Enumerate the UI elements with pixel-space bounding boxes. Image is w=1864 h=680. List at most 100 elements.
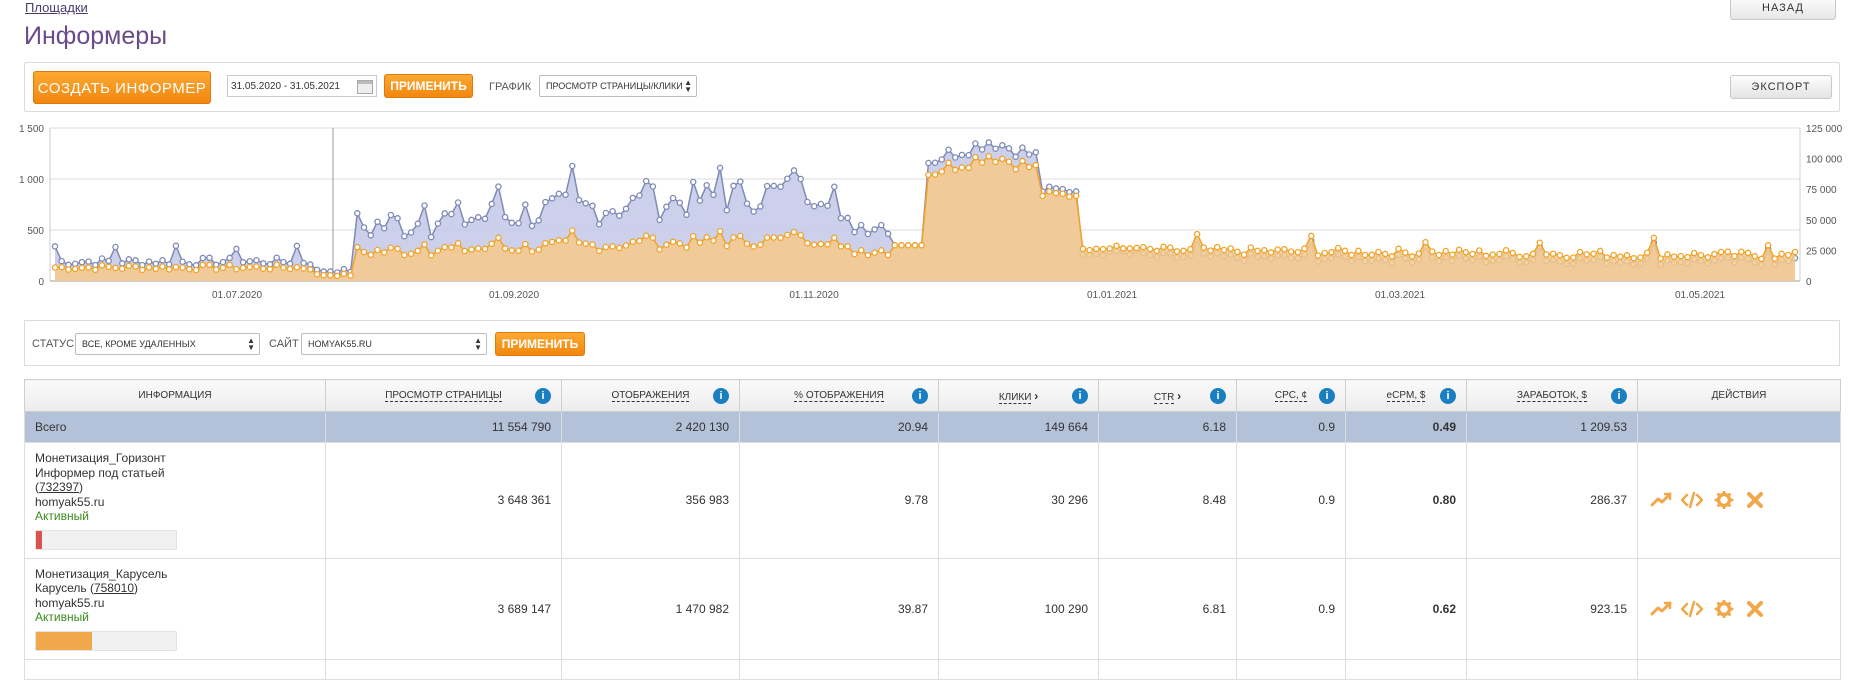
code-icon[interactable] <box>1681 491 1704 509</box>
clicks-point <box>1475 247 1483 254</box>
clicks-point <box>1711 250 1718 258</box>
site-select[interactable]: HOMYAK55.RU ▲ ▼ <box>301 333 487 355</box>
clicks-point <box>602 243 610 251</box>
cell-empty <box>1098 658 1237 680</box>
pageviews-point <box>441 210 448 217</box>
clicks-point <box>857 246 865 254</box>
back-button[interactable]: НАЗАД <box>1730 0 1836 20</box>
clicks-point <box>219 264 227 272</box>
clicks-point <box>1469 250 1476 258</box>
clicks-point <box>622 242 630 249</box>
informer-id-link[interactable]: 758010 <box>93 581 134 595</box>
stats-trend-icon[interactable] <box>1650 491 1672 509</box>
col-impressions[interactable]: ОТОБРАЖЕНИЯ i <box>561 379 740 412</box>
col-cpc[interactable]: CPC, ¢ i <box>1236 379 1346 412</box>
col-cpc-label[interactable]: CPC, ¢ <box>1274 390 1308 402</box>
pageviews-point <box>824 202 831 209</box>
pageviews-point <box>609 207 616 215</box>
clicks-point <box>1072 192 1080 200</box>
clicks-point <box>192 266 200 274</box>
clicks-point <box>320 271 327 279</box>
informers-table: ИНФОРМАЦИЯ ПРОСМОТР СТРАНИЦЫ i ОТОБРАЖЕНИ… <box>24 379 1841 680</box>
col-pageviews-label[interactable]: ПРОСМОТР СТРАНИЦЫ <box>385 390 502 402</box>
pageviews-point <box>784 175 791 182</box>
col-earnings-label[interactable]: ЗАРАБОТОК, $ <box>1517 390 1587 402</box>
clicks-point <box>1496 250 1503 258</box>
col-earnings[interactable]: ЗАРАБОТОК, $ i <box>1466 379 1638 412</box>
col-ctr[interactable]: CTR › i <box>1098 379 1237 412</box>
clicks-point <box>1160 243 1167 251</box>
pageviews-point <box>770 182 778 190</box>
pageviews-point <box>206 254 213 262</box>
sort-chevron-icon[interactable]: › <box>1177 388 1182 403</box>
pageviews-point <box>837 214 845 222</box>
clicks-point <box>1704 254 1711 261</box>
create-informer-button[interactable]: СОЗДАТЬ ИНФОРМЕР <box>33 71 211 104</box>
cell-ctr: 8.48 <box>1098 442 1237 559</box>
clicks-point <box>1415 250 1423 257</box>
clicks-point <box>1180 247 1187 255</box>
apply-filter-button[interactable]: ПРИМЕНИТЬ <box>495 332 585 356</box>
col-clicks-label[interactable]: КЛИКИ <box>998 391 1032 404</box>
pageviews-point <box>434 220 442 227</box>
clicks-point <box>212 266 220 273</box>
y-right-tick: 25 000 <box>1806 246 1837 257</box>
table-row: Монетизация_Карусель Карусель (758010) h… <box>24 557 1841 660</box>
pageviews-point <box>118 260 126 267</box>
informer-id-link[interactable]: 732397 <box>39 480 80 494</box>
date-range-input[interactable]: 31.05.2020 - 31.05.2021 <box>227 75 377 97</box>
pageviews-point <box>1012 153 1019 161</box>
delete-icon[interactable] <box>1744 600 1766 618</box>
clicks-point <box>78 264 86 272</box>
sort-chevron-icon[interactable]: › <box>1034 388 1039 403</box>
graph-select[interactable]: ПРОСМОТР СТРАНИЦЫ/КЛИКИ ▲ ▼ <box>539 75 697 97</box>
clicks-point <box>1200 244 1208 251</box>
breadcrumb-link[interactable]: Площадки <box>25 0 88 15</box>
col-pct-label[interactable]: % ОТОБРАЖЕНИЯ <box>794 390 884 402</box>
export-button[interactable]: ЭКСПОРТ <box>1730 75 1832 99</box>
col-clicks[interactable]: КЛИКИ › i <box>938 379 1099 412</box>
clicks-point <box>1106 245 1113 252</box>
pageviews-point <box>407 229 415 236</box>
informer-status: Активный <box>35 610 89 624</box>
gear-icon[interactable] <box>1713 599 1735 618</box>
informer-progress <box>35 630 177 651</box>
code-icon[interactable] <box>1681 600 1704 618</box>
clicks-point <box>542 239 549 247</box>
status-select[interactable]: ВСЕ, КРОМЕ УДАЛЕННЫХ ▲ ▼ <box>75 333 260 355</box>
info-icon[interactable]: i <box>1072 388 1088 404</box>
col-pct[interactable]: % ОТОБРАЖЕНИЯ i <box>739 379 939 412</box>
informer-info: Монетизация_Горизонт Информер под статье… <box>24 442 326 559</box>
gear-icon[interactable] <box>1713 491 1735 510</box>
col-pageviews[interactable]: ПРОСМОТР СТРАНИЦЫ i <box>325 379 562 412</box>
info-icon[interactable]: i <box>1440 388 1456 404</box>
delete-icon[interactable] <box>1744 491 1766 509</box>
apply-date-button[interactable]: ПРИМЕНИТЬ <box>384 74 473 98</box>
pageviews-point <box>246 257 254 265</box>
col-ctr-label[interactable]: CTR <box>1153 391 1175 404</box>
pageviews-point <box>286 260 294 268</box>
col-ecpm-label[interactable]: eCPM, $ <box>1386 390 1426 402</box>
pageviews-point <box>857 221 865 229</box>
pageviews-point <box>810 202 818 210</box>
informer-type-id: Карусель (758010) <box>35 581 138 595</box>
clicks-point <box>1576 248 1584 256</box>
info-icon[interactable]: i <box>1611 388 1627 404</box>
calendar-icon[interactable] <box>357 80 373 94</box>
pageviews-point <box>878 221 885 229</box>
info-icon[interactable]: i <box>535 388 551 404</box>
clicks-point <box>1355 247 1362 255</box>
info-icon[interactable]: i <box>713 388 729 404</box>
info-icon[interactable]: i <box>1319 388 1335 404</box>
pageviews-point <box>965 151 972 159</box>
cell-pct: 9.78 <box>739 442 939 559</box>
clicks-point <box>1778 250 1785 258</box>
info-icon[interactable]: i <box>912 388 928 404</box>
stats-trend-icon[interactable] <box>1650 600 1672 618</box>
info-icon[interactable]: i <box>1210 388 1226 404</box>
y-left-tick: 1 500 <box>19 124 44 135</box>
clicks-point <box>1294 248 1302 256</box>
clicks-point <box>1650 234 1658 242</box>
col-impressions-label[interactable]: ОТОБРАЖЕНИЯ <box>611 390 690 402</box>
col-ecpm[interactable]: eCPM, $ i <box>1345 379 1467 412</box>
